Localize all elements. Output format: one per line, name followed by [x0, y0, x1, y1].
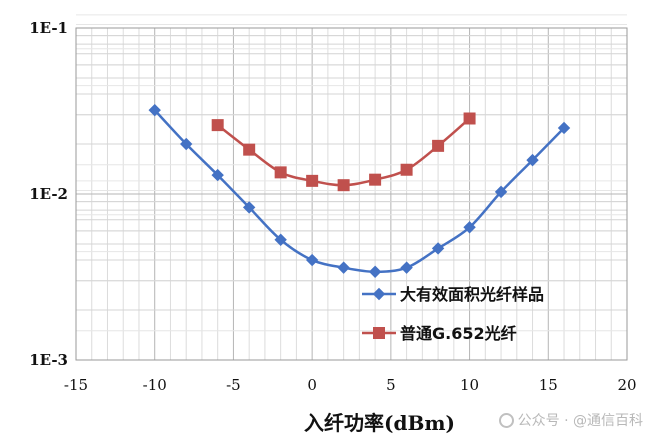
legend-label: 普通G.652光纤	[400, 324, 517, 343]
x-tick-label: -5	[226, 376, 241, 394]
legend-label: 大有效面积光纤样品	[400, 285, 544, 304]
data-point	[400, 163, 413, 176]
y-tick-label: 1E-2	[29, 185, 68, 203]
data-point	[368, 265, 382, 278]
watermark: 公众号 · @通信百科	[498, 410, 643, 430]
data-point	[179, 137, 193, 151]
legend-item: 普通G.652光纤	[362, 324, 517, 343]
data-point	[432, 139, 445, 152]
x-axis-label: 入纤功率(dBm)	[304, 411, 455, 435]
series-layer	[148, 103, 571, 278]
data-point	[494, 185, 508, 199]
data-point	[431, 242, 445, 255]
x-tick-label: 15	[539, 376, 558, 394]
data-point	[400, 261, 413, 274]
plot-grid	[75, 14, 628, 361]
x-axis-ticks: -15 -10 -5 0 5 10 15 20	[64, 376, 637, 394]
data-point	[211, 168, 224, 182]
data-point	[242, 201, 256, 214]
legend-marker	[373, 327, 385, 339]
x-tick-label: -15	[64, 376, 88, 394]
data-point	[463, 112, 476, 125]
data-point	[274, 166, 287, 179]
data-point	[337, 261, 350, 274]
data-point	[306, 174, 319, 187]
data-point	[337, 179, 350, 192]
legend-marker	[372, 287, 386, 301]
data-point	[148, 103, 161, 117]
y-axis-ticks: 1E-3 1E-2 1E-1	[29, 19, 68, 369]
data-point	[274, 233, 287, 246]
x-tick-label: 0	[307, 376, 317, 394]
data-point	[305, 253, 319, 267]
data-point	[463, 221, 476, 234]
series-1	[148, 103, 571, 278]
data-point	[369, 173, 382, 186]
data-point	[243, 143, 256, 156]
data-point	[526, 153, 539, 167]
data-point	[557, 121, 571, 135]
y-tick-label: 1E-3	[29, 351, 68, 369]
watermark-text: 公众号 · @通信百科	[517, 413, 643, 429]
y-tick-label: 1E-1	[29, 19, 68, 37]
x-tick-label: 20	[617, 376, 636, 394]
legend-item: 大有效面积光纤样品	[362, 285, 544, 304]
x-tick-label: -10	[143, 376, 167, 394]
series-2	[211, 112, 476, 192]
x-tick-label: 10	[460, 376, 479, 394]
x-tick-label: 5	[386, 376, 396, 394]
wechat-icon	[498, 413, 514, 428]
plot-area	[75, 27, 628, 361]
data-point	[211, 119, 224, 132]
